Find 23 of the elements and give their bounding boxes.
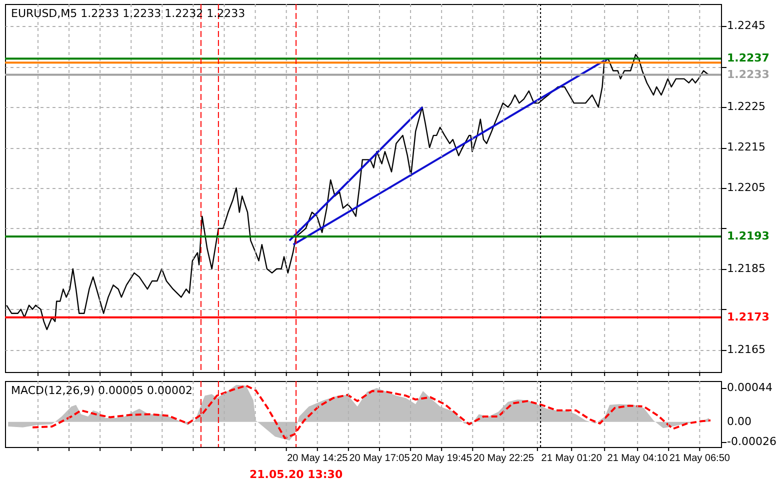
- y-tick-label: 1.2225: [727, 100, 766, 114]
- y-tick-label: 1.2185: [727, 262, 766, 275]
- y-tick-label: 0.00044: [727, 380, 772, 394]
- chart-title: MACD(12,26,9) 0.00005 0.00002: [11, 384, 193, 397]
- ref-line-label: 21.05.20 13:30: [249, 468, 343, 481]
- x-tick-label: 20 May 19:45: [411, 453, 472, 464]
- y-tick-label: 1.2245: [727, 19, 766, 32]
- x-tick-label: 21 May 01:20: [541, 453, 602, 464]
- ref-line-label: 1.2173: [727, 310, 770, 324]
- ref-line-label: 1.2237: [727, 52, 770, 65]
- y-tick-label: 1.2165: [727, 342, 766, 356]
- x-tick-label: 21 May 06:50: [669, 453, 730, 464]
- ref-line-label: 1.2233: [727, 68, 770, 81]
- ref-line-label: 1.2193: [727, 230, 770, 243]
- x-tick-label: 20 May 14:25: [287, 453, 348, 464]
- y-tick-label: -0.00026: [727, 434, 776, 448]
- chart-title: EURUSD,M5 1.2233 1.2233 1.2232 1.2233: [11, 7, 246, 20]
- y-tick-label: 0.00: [727, 414, 752, 428]
- x-tick-label: 21 May 04:10: [607, 453, 668, 464]
- y-tick-label: 1.2205: [727, 181, 766, 194]
- y-tick-label: 1.2215: [727, 140, 766, 154]
- x-tick-label: 20 May 17:05: [349, 453, 410, 464]
- x-tick-label: 20 May 22:25: [473, 453, 534, 464]
